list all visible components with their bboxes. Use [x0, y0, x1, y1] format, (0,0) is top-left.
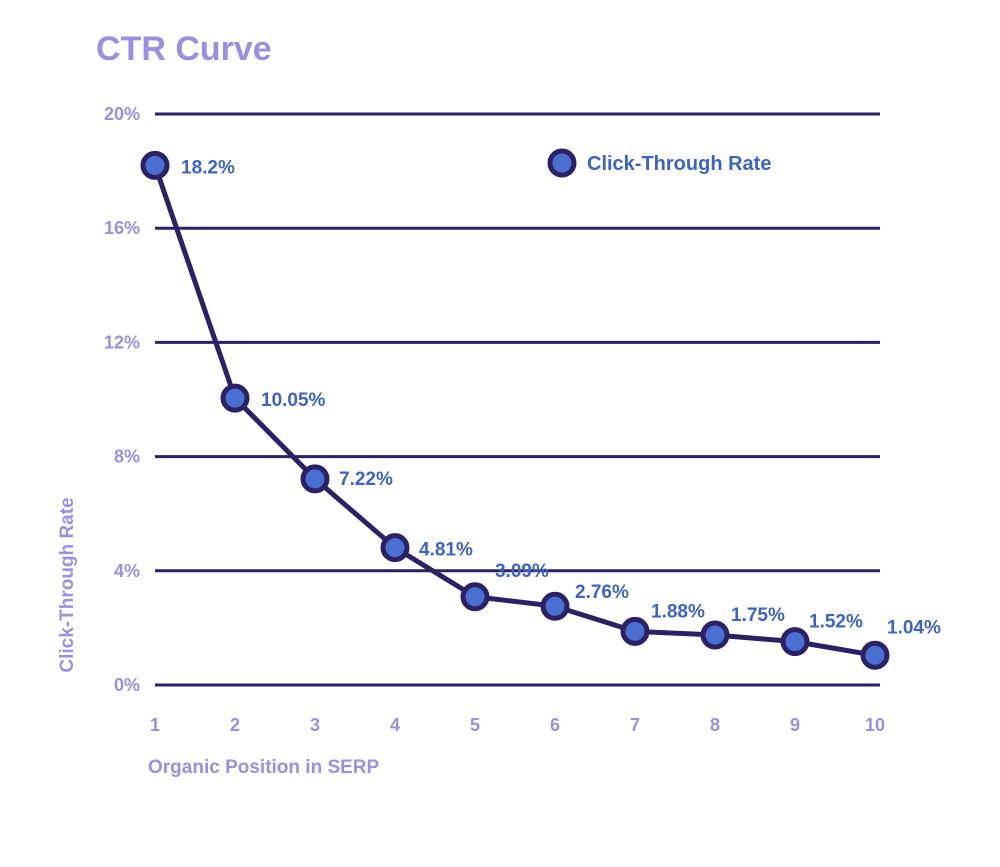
data-point	[140, 150, 170, 180]
y-axis-label: Click-Through Rate	[57, 497, 78, 672]
x-tick-label: 5	[470, 715, 480, 735]
data-label: 10.05%	[261, 390, 326, 411]
x-tick-label: 2	[230, 715, 240, 735]
data-point	[700, 620, 730, 650]
data-points	[140, 150, 890, 670]
x-tick-label: 3	[310, 715, 320, 735]
data-point	[460, 582, 490, 612]
y-tick-label: 16%	[104, 218, 140, 238]
data-point	[860, 640, 890, 670]
x-tick-label: 9	[790, 715, 800, 735]
y-axis-ticks: 0% 4% 8% 12% 16% 20%	[104, 104, 140, 695]
data-point	[780, 627, 810, 657]
series-line-group	[152, 162, 878, 658]
data-point	[300, 464, 330, 494]
x-tick-label: 10	[865, 715, 885, 735]
data-label: 1.52%	[809, 612, 863, 633]
y-tick-label: 12%	[104, 332, 140, 352]
legend-marker	[547, 148, 577, 178]
data-point	[540, 591, 570, 621]
x-tick-label: 8	[710, 715, 720, 735]
x-tick-label: 1	[150, 715, 160, 735]
x-tick-label: 4	[390, 715, 400, 735]
x-axis-ticks: 1 2 3 4 5 6 7 8 9 10	[150, 715, 885, 735]
data-label: 1.75%	[731, 605, 785, 626]
data-label: 3.09%	[495, 561, 549, 582]
data-label: 1.04%	[887, 617, 941, 638]
x-tick-label: 6	[550, 715, 560, 735]
y-tick-label: 20%	[104, 104, 140, 124]
legend-label: Click-Through Rate	[587, 153, 771, 175]
data-label: 18.2%	[181, 157, 235, 178]
y-tick-label: 4%	[114, 561, 140, 581]
x-axis-label: Organic Position in SERP	[148, 757, 380, 778]
data-label: 1.88%	[651, 601, 705, 622]
data-labels: 18.2% 10.05% 7.22% 4.81% 3.09% 2.76% 1.88% 1.75…	[181, 157, 941, 638]
gridlines	[155, 112, 880, 687]
legend: Click-Through Rate	[547, 148, 771, 178]
data-label: 7.22%	[339, 469, 393, 490]
data-label: 2.76%	[575, 582, 629, 603]
data-label: 4.81%	[419, 540, 473, 561]
y-tick-label: 0%	[114, 675, 140, 695]
data-point	[620, 616, 650, 646]
series-line	[152, 162, 878, 658]
data-point	[220, 383, 250, 413]
y-tick-label: 8%	[114, 447, 140, 467]
x-tick-label: 7	[630, 715, 640, 735]
chart-title: CTR Curve	[96, 30, 272, 68]
data-point	[380, 533, 410, 563]
